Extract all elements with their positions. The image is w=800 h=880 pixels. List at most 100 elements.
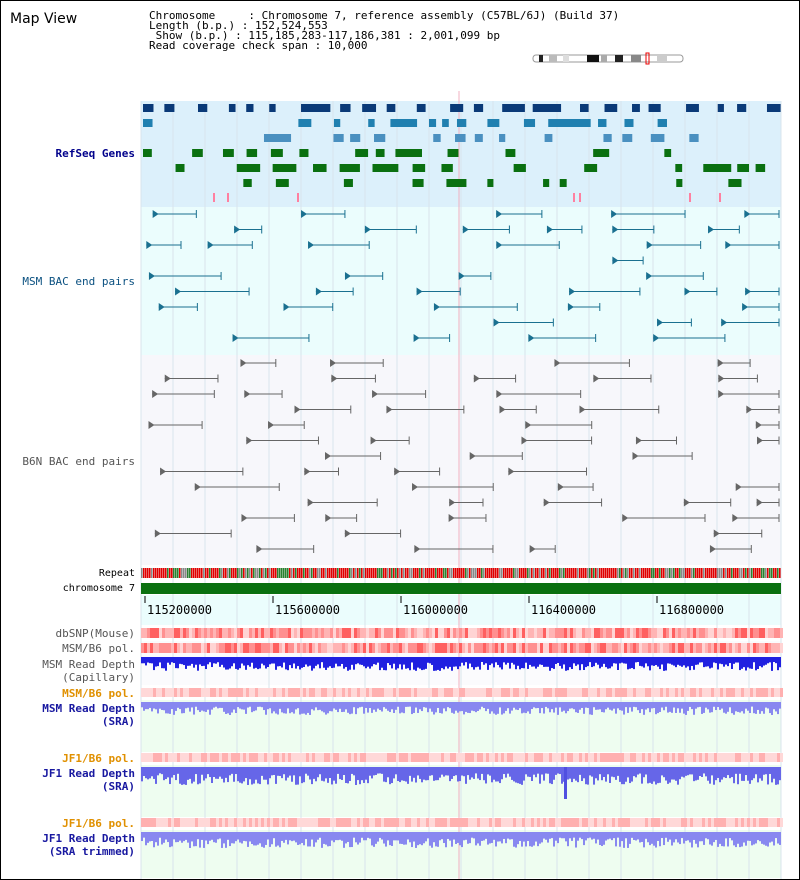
- msm-sra-depth-bar: [329, 702, 331, 712]
- repeat-bar: [449, 568, 451, 578]
- msm-cap-depth-bar: [485, 657, 487, 664]
- msm-sra-depth-bar: [365, 702, 367, 708]
- jf1-trim-depth-bar: [183, 832, 185, 842]
- msm-pol2-heat: [303, 688, 306, 697]
- jf1-trim-depth-bar: [775, 832, 777, 839]
- msm-pol-heat: [219, 643, 222, 653]
- jf1-trim-depth-bar: [595, 832, 597, 844]
- refseq-gene-exon: [487, 119, 500, 127]
- jf1-pol-heat: [576, 753, 579, 762]
- refseq-gene-exon: [650, 134, 665, 142]
- msm-sra-depth-bar: [435, 702, 437, 713]
- jf1-pol2-heat: [354, 818, 357, 827]
- msm-pol-heat: [366, 643, 369, 653]
- repeat-bar: [237, 568, 239, 578]
- dbsnp-heat: [261, 628, 264, 638]
- jf1-depth-bar: [321, 767, 323, 781]
- jf1-depth-bar: [385, 767, 387, 783]
- msm-pol-heat: [516, 643, 519, 653]
- jf1-trim-depth-bar: [507, 832, 509, 839]
- jf1-depth-bar: [519, 767, 521, 784]
- jf1-pol2-heat: [417, 818, 420, 827]
- dbsnp-heat: [420, 628, 423, 638]
- msm-sra-depth-bar: [275, 702, 277, 714]
- repeat-bar: [191, 568, 193, 578]
- repeat-bar: [277, 568, 279, 578]
- repeat-bar: [333, 568, 335, 578]
- jf1-depth-bar: [249, 767, 251, 780]
- msm-sra-depth-bar: [621, 702, 623, 711]
- jf1-depth-bar: [157, 767, 159, 776]
- jf1-pol-heat: [639, 753, 642, 762]
- jf1-depth-bar: [509, 767, 511, 777]
- refseq-gene-exon: [272, 164, 297, 172]
- msm-pol-heat: [501, 643, 504, 653]
- repeat-bar: [573, 568, 575, 578]
- jf1-pol2-heat: [681, 818, 684, 827]
- jf1-depth-bar: [235, 767, 237, 775]
- refseq-gene-exon: [236, 164, 261, 172]
- msm-sra-depth-bar: [561, 702, 563, 712]
- msm-cap-depth-bar: [679, 657, 681, 666]
- refseq-gene-exon: [532, 104, 562, 112]
- msm-sra-depth-bar: [217, 702, 219, 709]
- msm-sra-depth-bar: [313, 702, 315, 711]
- msm-pol2-heat: [312, 688, 315, 697]
- msm-pol2-heat: [228, 688, 231, 697]
- dbsnp-heat: [327, 628, 330, 638]
- msm-pol2-heat: [405, 688, 408, 697]
- msm-cap-depth-bar: [669, 657, 671, 664]
- dbsnp-heat: [303, 628, 306, 638]
- jf1-pol-heat: [228, 753, 231, 762]
- refseq-gene-exon: [755, 164, 766, 172]
- msm-sra-depth-bar: [259, 702, 261, 707]
- msm-pol-heat: [471, 643, 474, 653]
- b6n-bac-end: [622, 514, 629, 522]
- jf1-pol-heat: [264, 753, 267, 762]
- jf1-depth-bar: [585, 767, 587, 785]
- jf1-depth-bar: [329, 767, 331, 779]
- jf1-pol-heat: [240, 753, 243, 762]
- msm-sra-depth-bar: [775, 702, 777, 712]
- jf1-trim-depth-bar: [649, 832, 651, 846]
- jf1-depth-bar: [707, 767, 709, 781]
- b6n-bac-end: [449, 498, 456, 507]
- jf1-trim-depth-bar: [143, 832, 145, 838]
- jf1-trim-depth-bar: [247, 832, 249, 847]
- jf1-trim-depth-bar: [377, 832, 379, 842]
- jf1-depth-bar: [703, 767, 705, 774]
- msm-pol-heat: [408, 643, 411, 653]
- refseq-gene-exon: [442, 119, 449, 127]
- jf1-trim-depth-bar: [459, 832, 461, 846]
- jf1-depth-bar: [289, 767, 291, 776]
- refseq-gene-exon: [416, 104, 426, 112]
- repeat-bar: [517, 568, 519, 578]
- msm-pol2-heat: [780, 688, 783, 697]
- jf1-depth-bar: [711, 767, 713, 776]
- repeat-bar: [651, 568, 653, 578]
- msm-bac-end: [364, 225, 371, 234]
- msm-cap-depth-bar: [435, 657, 437, 671]
- ideogram-band: [587, 55, 599, 62]
- repeat-bar: [327, 568, 329, 578]
- msm-sra-depth-bar: [267, 702, 269, 710]
- jf1-pol2-heat: [201, 818, 204, 827]
- msm-cap-depth-bar: [761, 657, 763, 668]
- dbsnp-heat: [249, 628, 252, 638]
- msm-sra-depth-bar: [411, 702, 413, 715]
- msm-cap-depth-bar: [713, 657, 715, 663]
- dbsnp-heat: [756, 628, 759, 638]
- dbsnp-heat: [522, 628, 525, 638]
- repeat-bar: [211, 568, 213, 578]
- jf1-trim-depth-bar: [409, 832, 411, 843]
- msm-bac-end: [528, 334, 535, 342]
- msm-pol-heat: [327, 643, 330, 653]
- repeat-bar: [161, 568, 163, 578]
- msm-cap-depth-bar: [279, 657, 281, 667]
- msm-cap-depth-bar: [605, 657, 607, 668]
- msm-pol2-heat: [645, 688, 648, 697]
- refseq-gene-exon: [333, 119, 341, 127]
- jf1-depth-bar: [631, 767, 633, 782]
- msm-cap-depth-bar: [653, 657, 655, 666]
